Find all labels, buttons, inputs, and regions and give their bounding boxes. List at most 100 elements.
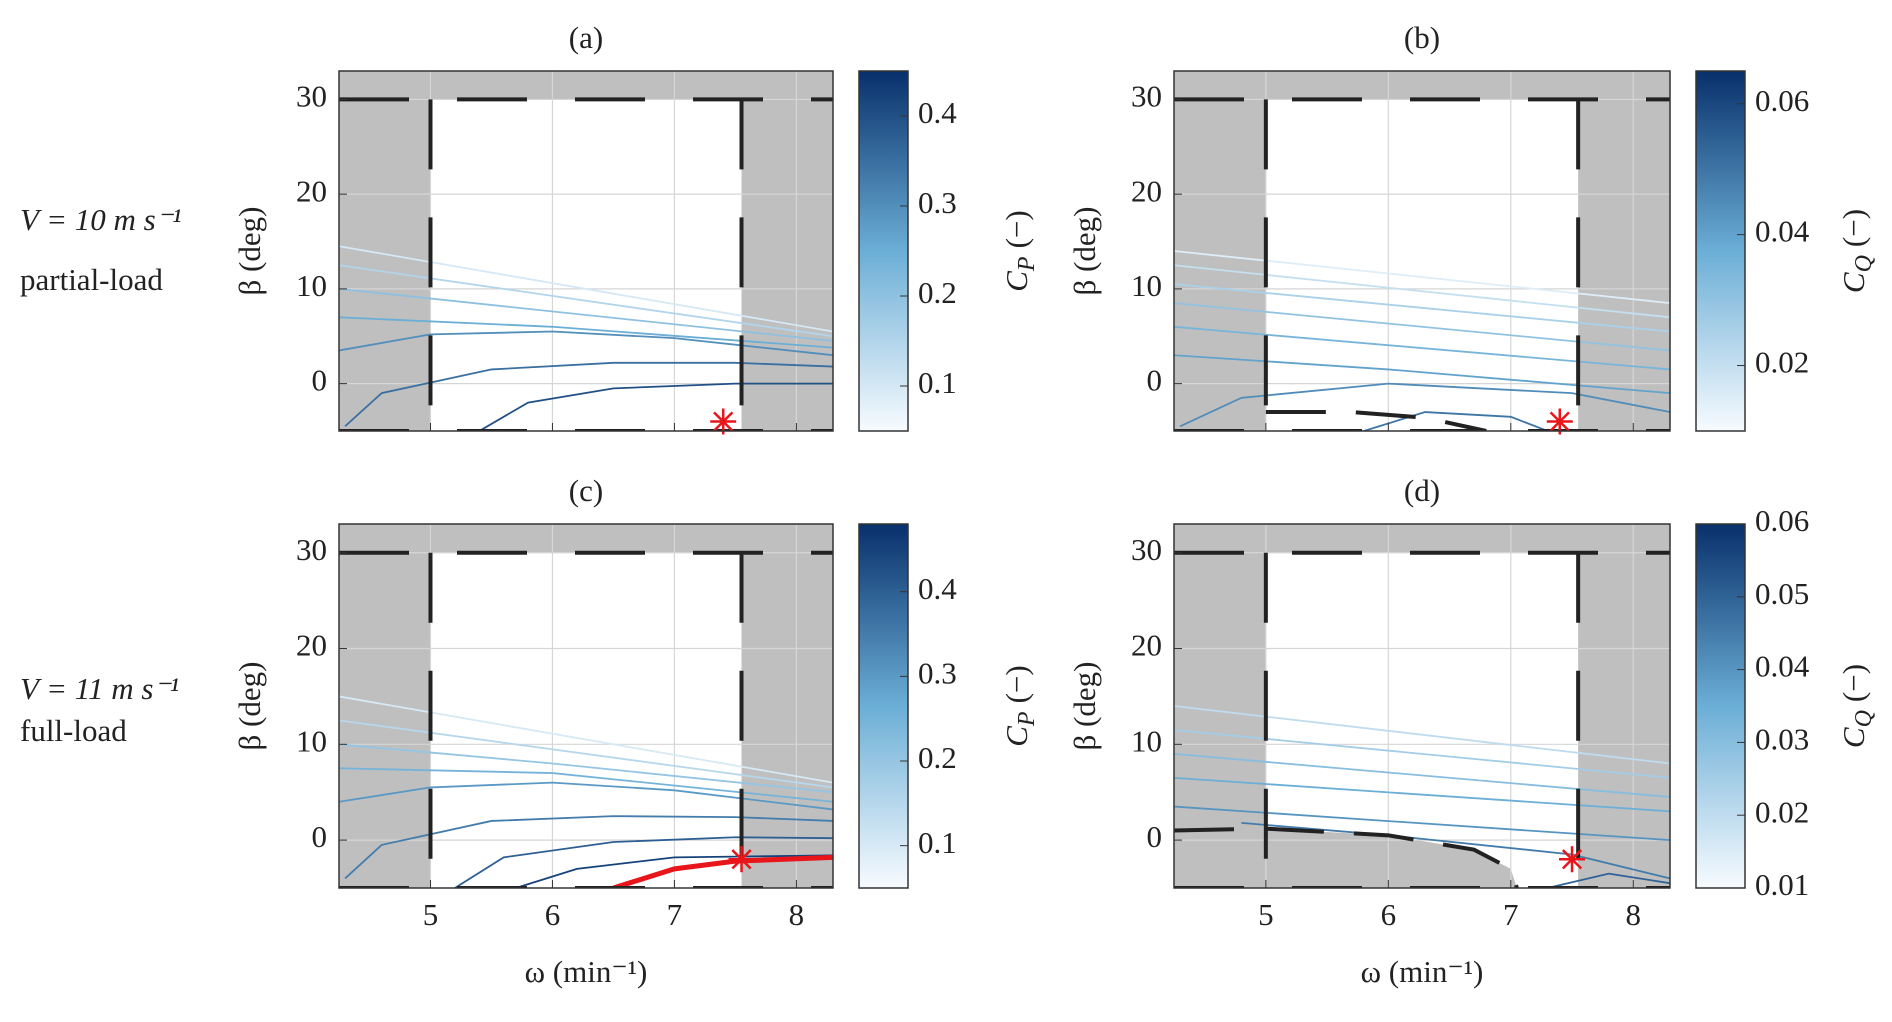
contour-line — [1174, 752, 1670, 798]
colorbar — [858, 70, 909, 432]
colorbar-tick-label: 0.05 — [1755, 576, 1809, 611]
y-tick-label: 30 — [296, 532, 327, 567]
contour-line — [1174, 302, 1670, 352]
infeasible-region — [1174, 71, 1266, 431]
infeasible-region — [1174, 524, 1670, 553]
contour-line — [339, 695, 833, 784]
y-tick-label: 20 — [1131, 628, 1162, 663]
contour-line — [1174, 264, 1670, 319]
colorbar-tick-label: 0.2 — [918, 275, 957, 310]
contour-line — [339, 264, 833, 338]
contour-line — [1174, 805, 1670, 842]
contour-line — [339, 719, 833, 789]
y-tick-label: 10 — [296, 723, 327, 758]
x-tick-label: 5 — [423, 897, 439, 932]
contour-line — [478, 382, 833, 431]
infeasible-region — [339, 71, 431, 431]
constraint-curve — [1265, 410, 1487, 431]
contour-line — [339, 316, 833, 349]
colorbar-label: CP (−) — [999, 665, 1039, 747]
y-tick-label: 0 — [1147, 363, 1163, 398]
x-axis-label: ω (min⁻¹) — [525, 954, 648, 989]
colorbar-symbol: C — [999, 271, 1034, 292]
colorbar-label: CP (−) — [999, 210, 1039, 292]
y-tick-label: 10 — [1131, 723, 1162, 758]
y-tick-label: 30 — [1131, 532, 1162, 567]
x-tick-label: 7 — [667, 897, 683, 932]
y-tick-label: 20 — [296, 628, 327, 663]
contour-line — [515, 854, 833, 888]
contour-line — [1174, 325, 1670, 371]
colorbar-tick-label: 0.02 — [1755, 345, 1809, 380]
y-axis-label: β (deg) — [1067, 662, 1102, 751]
y-axis-label: β (deg) — [1067, 207, 1102, 296]
colorbar-symbol: C — [1836, 272, 1871, 293]
optimum-marker — [1559, 846, 1586, 873]
contour-line — [339, 330, 833, 357]
contour-line — [1174, 776, 1670, 813]
x-axis-label: ω (min⁻¹) — [1361, 954, 1484, 989]
row-regime: partial-load — [20, 262, 163, 297]
max-curve — [612, 854, 833, 888]
colorbar-label: CQ (−) — [1836, 209, 1876, 293]
contour-line — [339, 781, 833, 811]
colorbar-subscript: Q — [1851, 710, 1877, 727]
x-tick-label: 8 — [789, 897, 805, 932]
colorbar — [858, 523, 909, 889]
contour-line — [339, 743, 833, 794]
contour-line — [344, 815, 833, 880]
infeasible-region — [1578, 524, 1670, 888]
panel-title: (b) — [1404, 20, 1440, 55]
infeasible-region — [1174, 71, 1670, 100]
contour-line — [1174, 283, 1670, 333]
contour-line — [1174, 354, 1670, 395]
row-condition: V = 10 m s⁻¹ — [20, 202, 181, 237]
y-tick-label: 30 — [1131, 79, 1162, 114]
contour-line — [339, 767, 833, 803]
colorbar — [1695, 70, 1746, 432]
contour-line — [1241, 821, 1670, 880]
infeasible-region — [1174, 828, 1517, 888]
y-tick-label: 0 — [1147, 819, 1163, 854]
contour-line — [1174, 250, 1670, 305]
plot-frame — [1173, 523, 1671, 889]
panel-title: (d) — [1404, 473, 1440, 508]
plot — [1174, 524, 1670, 888]
colorbar-tick-label: 0.04 — [1755, 649, 1810, 684]
colorbar-unit: (−) — [1836, 664, 1871, 702]
colorbar-tick-label: 0.04 — [1755, 214, 1810, 249]
colorbar-subscript: P — [1014, 711, 1040, 727]
x-tick-label: 5 — [1258, 897, 1274, 932]
colorbar-tick-label: 0.4 — [918, 571, 957, 606]
x-tick-label: 7 — [1503, 897, 1519, 932]
contour-line — [1363, 411, 1548, 431]
y-axis-label: β (deg) — [232, 662, 267, 751]
colorbar-symbol: C — [1836, 727, 1871, 748]
colorbar-label: CQ (−) — [1836, 664, 1876, 748]
optimum-marker — [710, 408, 737, 435]
y-tick-label: 20 — [296, 173, 327, 208]
y-tick-label: 10 — [296, 268, 327, 303]
contour-line — [454, 836, 833, 888]
infeasible-region — [1578, 71, 1670, 431]
y-axis-label: β (deg) — [232, 207, 267, 296]
plot-frame — [338, 523, 834, 889]
infeasible-region — [1174, 524, 1266, 888]
plot-frame — [1173, 70, 1671, 432]
infeasible-region — [741, 71, 833, 431]
colorbar-unit: (−) — [1836, 209, 1871, 247]
colorbar-tick-label: 0.1 — [918, 825, 957, 860]
x-tick-label: 8 — [1626, 897, 1642, 932]
colorbar-tick-label: 0.2 — [918, 740, 957, 775]
colorbar-symbol: C — [999, 726, 1034, 747]
y-tick-label: 0 — [312, 363, 328, 398]
y-tick-label: 20 — [1131, 173, 1162, 208]
infeasible-region — [339, 524, 833, 553]
optimum-marker — [728, 846, 755, 873]
contour-line — [1174, 729, 1670, 779]
colorbar-tick-label: 0.06 — [1755, 83, 1809, 118]
colorbar-subscript: P — [1014, 256, 1040, 272]
colorbar-tick-label: 0.03 — [1755, 722, 1809, 757]
